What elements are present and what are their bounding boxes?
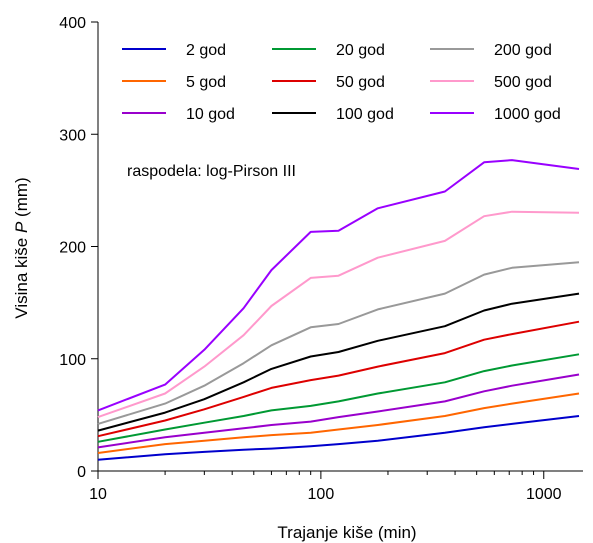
y-tick-label: 200 — [59, 240, 86, 257]
series-line-200-god — [97, 261, 580, 425]
legend-label-20-god: 20 god — [336, 42, 385, 59]
y-tick-label: 300 — [59, 127, 86, 144]
series-line-2-god — [97, 415, 580, 461]
series-line-100-god — [97, 292, 580, 432]
legend-label-100-god: 100 god — [336, 106, 394, 123]
x-tick-label: 100 — [308, 486, 335, 503]
legend-label-5-god: 5 god — [186, 74, 226, 91]
y-tick-label: 0 — [77, 464, 86, 481]
legend-label-500-god: 500 god — [494, 74, 552, 91]
distribution-annotation: raspodela: log-Pirson III — [127, 163, 296, 180]
y-tick-label: 400 — [59, 15, 86, 32]
legend-label-50-god: 50 god — [336, 74, 385, 91]
x-tick-label: 10 — [89, 486, 107, 503]
series-line-5-god — [97, 392, 580, 454]
y-axis-title-unit: (mm) — [12, 177, 31, 217]
y-axis-title-variable: P — [12, 221, 31, 233]
series-lines — [97, 159, 580, 461]
series-line-1000-god — [97, 159, 580, 412]
y-tick-label: 100 — [59, 352, 86, 369]
x-tick-label: 1000 — [526, 486, 562, 503]
x-axis: 10 100 1000 — [89, 471, 562, 503]
x-axis-title: Trajanje kiše (min) — [277, 523, 416, 542]
series-line-10-god — [97, 373, 580, 449]
legend: 2 god 5 god 10 god 20 god 50 god 100 god 200 g… — [122, 42, 561, 123]
legend-label-10-god: 10 god — [186, 106, 235, 123]
legend-label-1000-god: 1000 god — [494, 106, 561, 123]
legend-label-2-god: 2 god — [186, 42, 226, 59]
series-line-50-god — [97, 320, 580, 438]
series-line-500-god — [97, 210, 580, 419]
legend-label-200-god: 200 god — [494, 42, 552, 59]
y-axis-title: Visina kiše P (mm) — [12, 177, 31, 318]
y-axis-title-prefix: Visina kiše — [12, 238, 31, 319]
series-line-20-god — [97, 353, 580, 443]
y-axis: 0 100 200 300 400 — [59, 15, 98, 481]
